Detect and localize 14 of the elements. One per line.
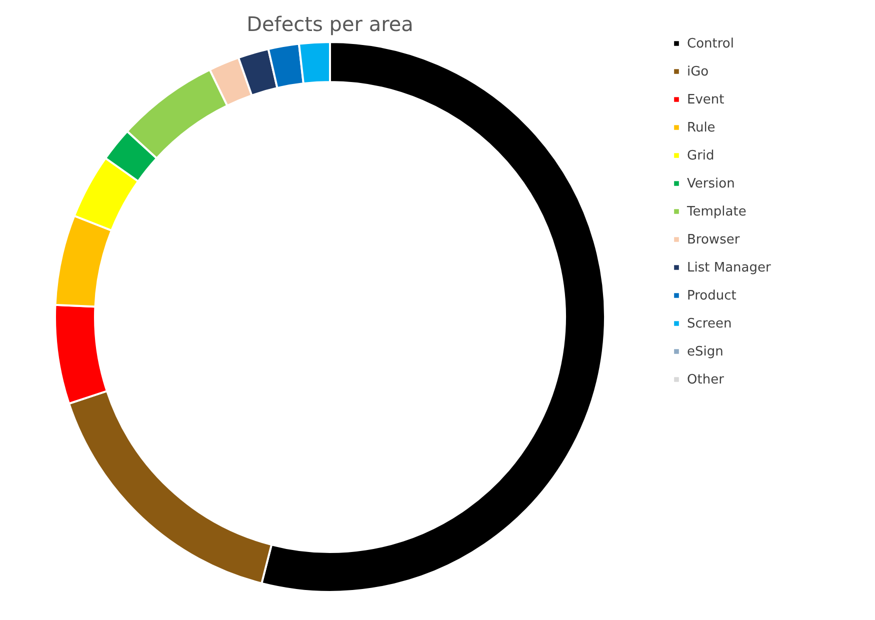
legend-label: Rule: [687, 120, 716, 136]
legend-label: Event: [687, 92, 724, 108]
legend-label: Screen: [687, 316, 732, 332]
legend-label: Product: [687, 288, 736, 304]
legend-label: eSign: [687, 344, 724, 360]
legend-label: Template: [686, 204, 746, 220]
legend-label: iGo: [687, 64, 709, 80]
legend-label: Browser: [687, 232, 740, 248]
legend-label: Control: [687, 36, 734, 52]
legend-label: Other: [687, 372, 725, 388]
legend-label: List Manager: [687, 260, 772, 276]
legend-label: Version: [687, 176, 735, 192]
chart-title: Defects per area: [246, 12, 414, 36]
legend-label: Grid: [687, 148, 714, 164]
